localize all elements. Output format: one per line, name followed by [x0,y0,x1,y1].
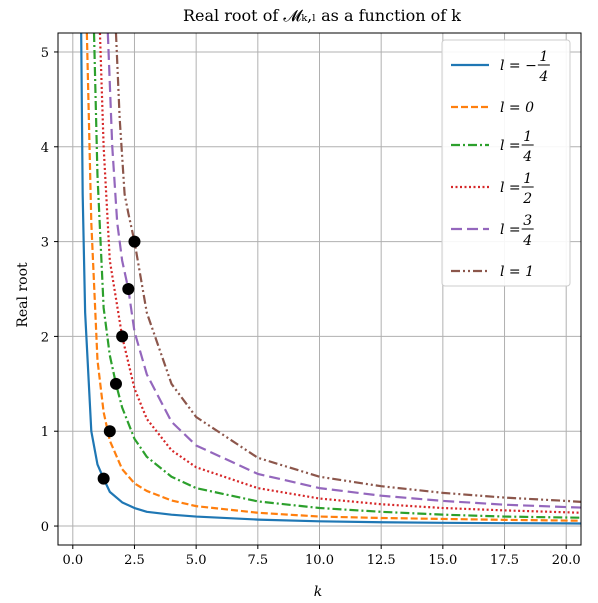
y-tick-label: 3 [41,236,49,251]
x-ticks: 0.0 2.5 5.0 7.5 10.0 12.5 15.0 17.5 20.0 [62,545,581,568]
legend-fraction-denominator: 4 [522,233,532,249]
legend-fraction-numerator: 1 [523,171,532,187]
x-tick-label: 10.0 [305,553,334,568]
root-point [128,235,141,248]
y-tick-label: 1 [41,425,49,440]
legend-fraction-denominator: 4 [522,149,532,165]
series-line-5 [106,33,581,509]
series-line-2 [85,33,581,522]
legend-label: l = [500,222,521,238]
legend-fraction-denominator: 2 [522,191,532,207]
x-tick-label: 7.5 [247,553,268,568]
chart-title: Real root of 𝓜ₖ,ₗ as a function of k [183,6,461,25]
x-axis-label: k [314,584,322,600]
legend-fraction-denominator: 4 [538,69,548,85]
series-line-1 [80,33,581,525]
root-point [122,283,135,295]
series-line-6 [114,33,581,503]
y-ticks: 0 1 2 3 4 5 [41,46,58,535]
legend: l = −14l = 0l = 14l = 12l = 34l = 1 [441,39,571,287]
x-tick-label: 20.0 [552,553,581,568]
legend-label: l = [500,180,521,196]
y-tick-label: 4 [41,141,49,156]
legend-fraction-numerator: 3 [523,213,532,229]
series-line-4 [98,33,581,514]
x-tick-label: 0.0 [62,553,83,568]
curves [80,33,581,525]
root-point [97,472,110,485]
x-tick-label: 12.5 [367,553,396,568]
legend-box [441,39,571,287]
x-tick-label: 15.0 [428,553,457,568]
x-tick-label: 5.0 [186,553,207,568]
root-point [103,425,116,438]
series-line-3 [92,33,581,519]
legend-label: l = 0 [500,100,534,116]
legend-fraction-numerator: 1 [523,129,532,145]
x-tick-label: 2.5 [124,553,145,568]
legend-label: l = [500,138,521,154]
root-point [116,330,129,343]
y-tick-label: 2 [41,330,49,345]
legend-label: l = − [500,58,537,74]
root-point [109,377,122,390]
y-axis-label: Real root [15,262,31,328]
x-tick-label: 17.5 [490,553,519,568]
legend-label: l = 1 [500,264,534,280]
marker-points [97,235,141,485]
legend-fraction-numerator: 1 [539,49,548,65]
y-tick-label: 5 [41,46,49,61]
y-tick-label: 0 [41,520,49,535]
